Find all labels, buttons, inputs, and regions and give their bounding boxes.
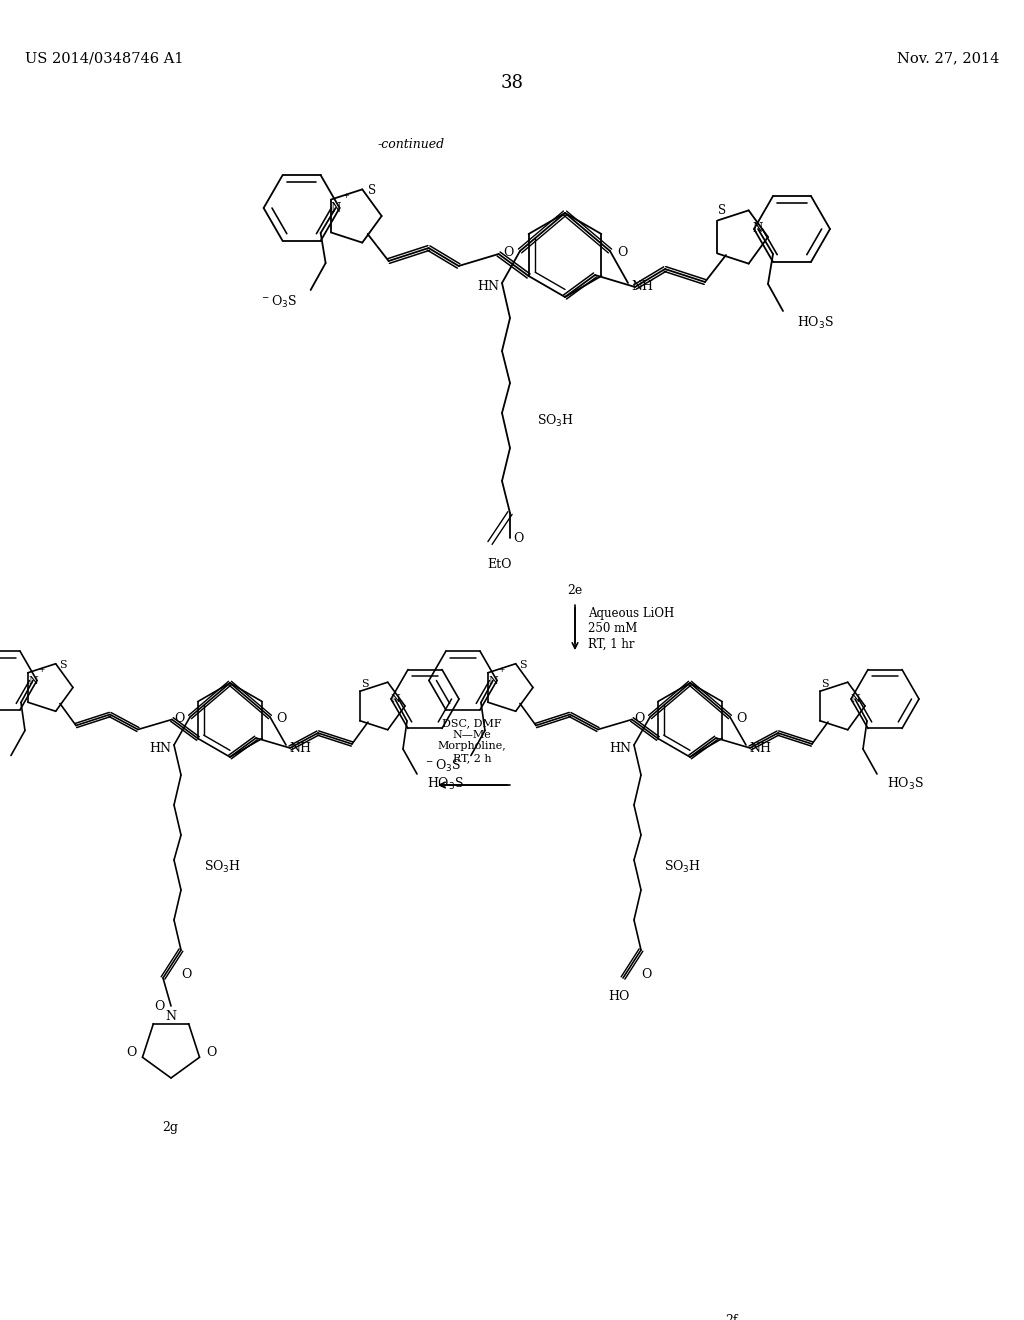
Text: S: S [718, 205, 726, 218]
Text: O: O [634, 713, 644, 726]
Text: HO: HO [608, 990, 630, 1002]
Text: N: N [331, 202, 341, 214]
Text: O: O [174, 713, 184, 726]
Text: O: O [154, 999, 164, 1012]
Text: NH: NH [631, 280, 653, 293]
Text: O: O [641, 969, 651, 982]
Text: N: N [166, 1010, 176, 1023]
Text: $^-$O$_3$S: $^-$O$_3$S [0, 758, 1, 774]
Text: +: + [498, 665, 504, 673]
Text: SO$_3$H: SO$_3$H [537, 413, 574, 429]
Text: O: O [736, 713, 746, 726]
Text: O: O [616, 247, 627, 260]
Text: S: S [368, 183, 376, 197]
Text: HN: HN [609, 742, 631, 755]
Text: N: N [28, 676, 38, 685]
Text: N: N [753, 223, 763, 235]
Text: HO$_3$S: HO$_3$S [427, 776, 464, 792]
Text: Nov. 27, 2014: Nov. 27, 2014 [897, 51, 999, 65]
Text: DSC, DMF
N—Me
Morpholine,
RT, 2 h: DSC, DMF N—Me Morpholine, RT, 2 h [437, 718, 507, 763]
Text: Aqueous LiOH
250 mM
RT, 1 hr: Aqueous LiOH 250 mM RT, 1 hr [588, 607, 674, 651]
Text: O: O [181, 969, 191, 982]
Text: O: O [513, 532, 523, 544]
Text: $^-$O$_3$S: $^-$O$_3$S [260, 294, 297, 310]
Text: $^-$O$_3$S: $^-$O$_3$S [424, 758, 462, 774]
Text: HN: HN [477, 280, 499, 293]
Text: S: S [59, 660, 67, 671]
Text: N: N [850, 694, 860, 704]
Text: SO$_3$H: SO$_3$H [664, 859, 701, 875]
Text: HO$_3$S: HO$_3$S [887, 776, 924, 792]
Text: S: S [821, 678, 828, 689]
Text: O: O [503, 247, 513, 260]
Text: +: + [342, 191, 349, 201]
Text: -continued: -continued [378, 139, 445, 152]
Text: N: N [390, 694, 400, 704]
Text: O: O [126, 1047, 136, 1060]
Text: 2e: 2e [567, 585, 583, 598]
Text: +: + [38, 665, 44, 673]
Text: 2g: 2g [162, 1122, 178, 1134]
Text: HO$_3$S: HO$_3$S [797, 315, 834, 331]
Text: N: N [488, 676, 498, 685]
Text: 2f: 2f [725, 1315, 737, 1320]
Text: S: S [519, 660, 526, 671]
Text: O: O [206, 1047, 216, 1060]
Text: HN: HN [150, 742, 171, 755]
Text: EtO: EtO [487, 558, 512, 572]
Text: US 2014/0348746 A1: US 2014/0348746 A1 [25, 51, 183, 65]
Text: S: S [361, 678, 369, 689]
Text: NH: NH [289, 742, 311, 755]
Text: NH: NH [749, 742, 771, 755]
Text: 38: 38 [501, 74, 523, 92]
Text: SO$_3$H: SO$_3$H [204, 859, 241, 875]
Text: O: O [275, 713, 286, 726]
